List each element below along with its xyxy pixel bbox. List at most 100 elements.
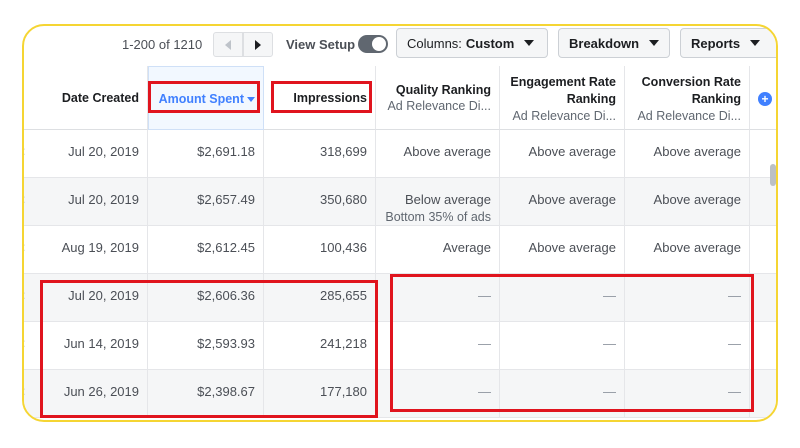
table-row[interactable]: : Jun 14, 2019 $2,593.93 241,218 — — — [22,322,776,370]
row-marker: : [22,144,26,158]
cell-value: Below average [405,192,491,207]
column-header-impressions[interactable]: Impressions [264,66,376,130]
cell-value: $2,612.45 [197,240,255,255]
cell-value: Average [442,240,491,255]
cell-value: Aug 19, 2019 [61,240,139,255]
cell-value: — [603,288,616,303]
view-setup-toggle[interactable] [358,35,388,53]
row-marker: : [22,288,26,302]
cell-amount-spent: $2,398.67 [148,370,264,418]
highlight-box-amount-header [148,81,260,113]
cell-engagement-ranking: Above average [500,226,625,274]
column-header-add: + [750,66,776,130]
cell-value: $2,593.93 [197,336,255,351]
cell-value: Above average [403,144,491,159]
cell-note: Bottom 35% of ads [385,210,491,224]
cell-engagement-ranking: — [500,370,625,418]
cell-date-created: Jul 20, 2019 [24,130,148,178]
cell-date-created: Jul 20, 2019 [24,178,148,226]
cell-value: Jul 20, 2019 [68,144,139,159]
cell-quality-ranking: Average [376,226,500,274]
cell-value: — [728,288,741,303]
cell-conversion-ranking: Above average [625,226,750,274]
cell-value: Jun 26, 2019 [63,384,139,399]
reports-dropdown-button[interactable]: Reports [680,28,776,58]
reports-label: Reports [691,35,741,51]
cell-value: Above average [653,240,741,255]
cell-quality-ranking: — [376,274,500,322]
next-page-button[interactable] [243,32,273,57]
cell-value: 350,680 [320,192,367,207]
column-header-label-line2: Ranking [691,92,741,106]
cell-engagement-ranking: — [500,274,625,322]
row-marker: : [22,240,26,254]
cell-conversion-ranking: Above average [625,178,750,226]
column-header-label-line1: Conversion Rate [641,75,741,89]
cell-engagement-ranking: Above average [500,178,625,226]
cell-conversion-ranking: — [625,322,750,370]
cell-value: 100,436 [320,240,367,255]
previous-page-button[interactable] [213,32,243,57]
cell-date-created: Jun 14, 2019 [24,322,148,370]
column-header-conversion-ranking[interactable]: Conversion Rate Ranking Ad Relevance Di.… [625,66,750,130]
cell-quality-ranking: Below average Bottom 35% of ads [376,178,500,226]
breakdown-dropdown-button[interactable]: Breakdown [558,28,670,58]
cell-value: — [478,288,491,303]
cell-value: Jul 20, 2019 [68,288,139,303]
highlight-box-rows-values [40,280,378,418]
cell-conversion-ranking: — [625,370,750,418]
vertical-scrollbar-thumb[interactable] [770,164,776,186]
column-header-amount-spent[interactable]: Amount Spent [148,66,264,130]
cell-value: Jun 14, 2019 [63,336,139,351]
cell-value: $2,398.67 [197,384,255,399]
column-header-sublabel: Ad Relevance Di... [512,109,616,123]
column-header-sublabel: Ad Relevance Di... [637,109,741,123]
cell-date-created: Aug 19, 2019 [24,226,148,274]
screenshot-frame: 1-200 of 1210 View Setup Columns: Custom… [22,24,778,422]
cell-value: Above average [653,192,741,207]
toggle-knob [372,37,386,51]
column-header-engagement-ranking[interactable]: Engagement Rate Ranking Ad Relevance Di.… [500,66,625,130]
cell-value: Above average [653,144,741,159]
columns-dropdown-button[interactable]: Columns: Custom [396,28,548,58]
cell-value: $2,691.18 [197,144,255,159]
column-header-label: Quality Ranking [395,83,491,97]
column-header-label-line2: Ranking [566,92,616,106]
cell-amount-spent: $2,612.45 [148,226,264,274]
cell-value: $2,606.36 [197,288,255,303]
table-row[interactable]: : Jul 20, 2019 $2,657.49 350,680 Below a… [22,178,776,226]
columns-label: Columns: [407,35,462,51]
cell-quality-ranking: Above average [376,130,500,178]
row-marker: : [22,192,26,206]
table-toolbar: 1-200 of 1210 View Setup Columns: Custom… [24,26,776,66]
table-row[interactable]: : Aug 19, 2019 $2,612.45 100,436 Average… [22,226,776,274]
cell-value: 241,218 [320,336,367,351]
cell-amount-spent: $2,593.93 [148,322,264,370]
cell-value: Jul 20, 2019 [68,192,139,207]
caret-down-icon [649,40,660,46]
cell-impressions: 350,680 [264,178,376,226]
cell-date-created: Jul 20, 2019 [24,274,148,322]
table-row[interactable]: : Jul 20, 2019 $2,691.18 318,699 Above a… [22,130,776,178]
highlight-box-impressions-header [271,81,372,113]
columns-value: Custom [465,35,515,51]
column-header-quality-ranking[interactable]: Quality Ranking Ad Relevance Di... [376,66,500,130]
column-header-label: Amount Spent [158,92,244,106]
caret-down-icon [750,40,761,46]
cell-value: — [478,384,491,399]
highlight-box-rows-rankings [390,274,754,412]
cell-amount-spent: $2,691.18 [148,130,264,178]
cell-quality-ranking: — [376,322,500,370]
column-header-label-line1: Engagement Rate [510,75,616,89]
cell-conversion-ranking: — [625,274,750,322]
add-column-icon[interactable]: + [758,92,772,106]
row-marker: : [22,336,26,350]
cell-quality-ranking: — [376,370,500,418]
sort-descending-icon [247,97,255,103]
table-row[interactable]: : Jul 20, 2019 $2,606.36 285,655 — — — [22,274,776,322]
cell-amount-spent: $2,657.49 [148,178,264,226]
cell-engagement-ranking: — [500,322,625,370]
cell-value: — [728,384,741,399]
column-header-date-created[interactable]: Date Created [24,66,148,130]
cell-date-created: Jun 26, 2019 [24,370,148,418]
